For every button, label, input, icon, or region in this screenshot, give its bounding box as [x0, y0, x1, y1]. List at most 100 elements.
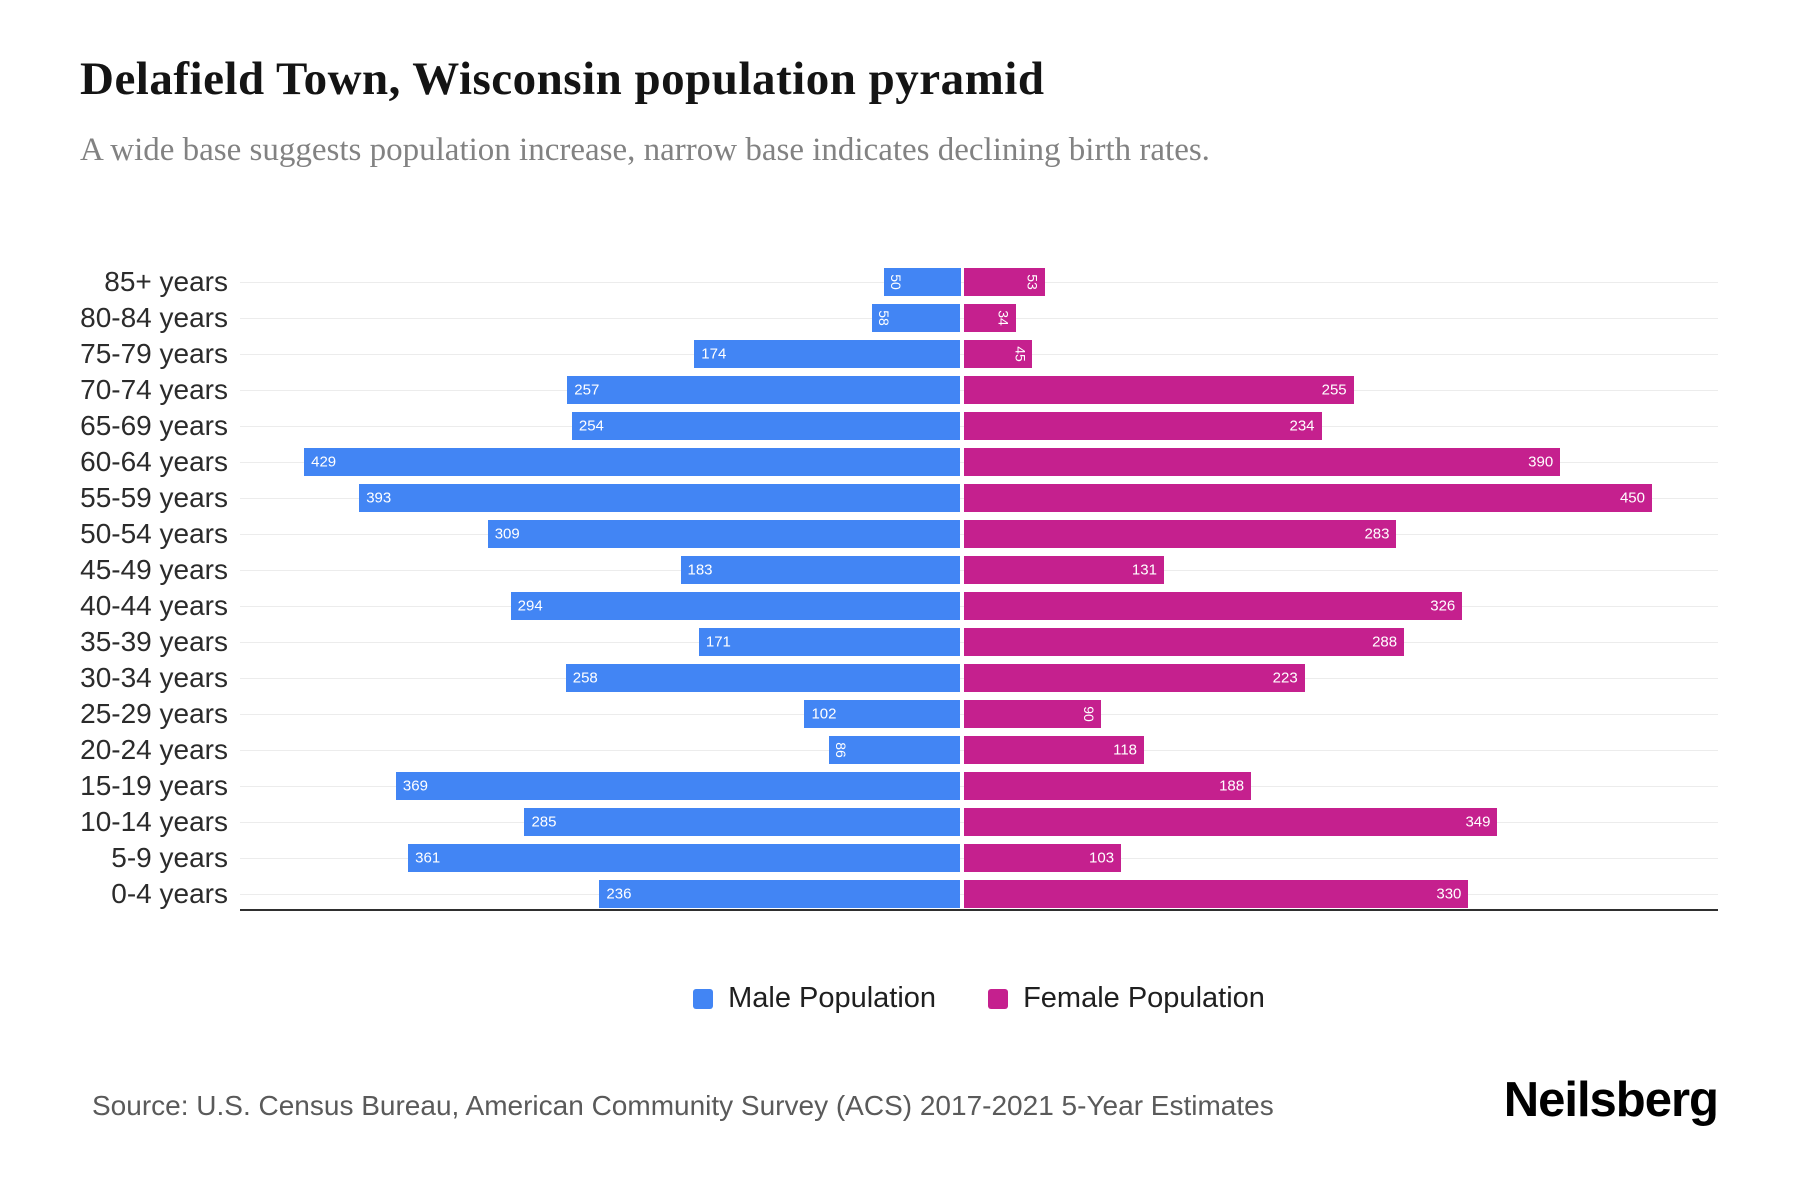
- male-bar[interactable]: 171: [698, 628, 961, 656]
- female-bar[interactable]: 34: [963, 304, 1016, 332]
- female-bar[interactable]: 450: [963, 484, 1652, 512]
- male-legend-label: Male Population: [728, 982, 937, 1014]
- female-bar[interactable]: 131: [963, 556, 1164, 584]
- y-axis-label: 65-69 years: [80, 410, 228, 441]
- male-bar-value: 86: [832, 742, 849, 758]
- page-title: Delafield Town, Wisconsin population pyr…: [80, 53, 1045, 105]
- y-axis-label: 85+ years: [104, 266, 228, 297]
- female-bar-value: 45: [1012, 346, 1029, 362]
- female-bar[interactable]: 234: [963, 412, 1322, 440]
- male-legend-swatch: [693, 988, 714, 1009]
- male-bar[interactable]: 183: [680, 556, 961, 584]
- male-bar-value: 429: [311, 453, 337, 471]
- male-bar[interactable]: 102: [804, 700, 961, 728]
- male-bar-value: 258: [572, 669, 598, 687]
- male-bar-value: 369: [402, 777, 428, 795]
- y-axis-label: 45-49 years: [80, 554, 228, 585]
- male-bar-value: 309: [494, 525, 520, 543]
- neilsberg-logo: Neilsberg: [1503, 1073, 1719, 1127]
- female-bar-value: 53: [1024, 274, 1041, 290]
- female-bar-value: 234: [1289, 417, 1315, 435]
- male-bar-value: 285: [531, 813, 557, 831]
- male-bar[interactable]: 258: [565, 664, 961, 692]
- male-bar[interactable]: 294: [510, 592, 961, 620]
- female-bar[interactable]: 255: [963, 376, 1354, 404]
- male-bar[interactable]: 174: [694, 340, 961, 368]
- male-bar[interactable]: 361: [408, 844, 961, 872]
- female-bar[interactable]: 118: [963, 736, 1145, 764]
- male-bar-value: 254: [578, 417, 604, 435]
- female-bar[interactable]: 223: [963, 664, 1305, 692]
- female-bar[interactable]: 188: [963, 772, 1252, 800]
- page-subtitle: A wide base suggests population increase…: [80, 132, 1210, 168]
- y-axis-label: 20-24 years: [80, 734, 228, 765]
- male-bar-value: 50: [888, 274, 904, 290]
- y-axis-label: 55-59 years: [80, 482, 228, 513]
- female-bar-value: 288: [1372, 633, 1398, 651]
- male-bar[interactable]: 393: [359, 484, 961, 512]
- y-axis-label: 60-64 years: [80, 446, 228, 477]
- male-bar[interactable]: 429: [304, 448, 961, 476]
- female-bar[interactable]: 390: [963, 448, 1561, 476]
- male-bar-value: 294: [517, 597, 543, 615]
- female-bar-value: 188: [1219, 777, 1245, 795]
- male-bar[interactable]: 50: [884, 268, 961, 296]
- female-legend-swatch: [988, 988, 1009, 1009]
- female-bar-value: 223: [1272, 669, 1298, 687]
- chart-legend: Male Population Female Population: [240, 982, 1718, 1015]
- male-bar[interactable]: 86: [828, 736, 961, 764]
- y-axis-label: 5-9 years: [111, 842, 228, 873]
- female-bar[interactable]: 330: [963, 880, 1469, 908]
- y-axis-label: 15-19 years: [80, 770, 228, 801]
- female-bar[interactable]: 103: [963, 844, 1122, 872]
- female-bar[interactable]: 288: [963, 628, 1405, 656]
- male-bar[interactable]: 369: [395, 772, 961, 800]
- male-bar[interactable]: 236: [599, 880, 961, 908]
- male-bar[interactable]: 58: [871, 304, 961, 332]
- male-bar-value: 171: [705, 633, 731, 651]
- y-axis-label: 30-34 years: [80, 662, 228, 693]
- female-bar-value: 34: [995, 310, 1012, 326]
- male-bar-value: 183: [687, 561, 713, 579]
- female-bar[interactable]: 349: [963, 808, 1498, 836]
- y-axis-label: 35-39 years: [80, 626, 228, 657]
- y-axis-label: 50-54 years: [80, 518, 228, 549]
- male-bar-value: 393: [366, 489, 392, 507]
- female-bar-value: 330: [1436, 885, 1462, 903]
- female-bar[interactable]: 90: [963, 700, 1102, 728]
- female-bar-value: 349: [1465, 813, 1491, 831]
- y-axis-label: 10-14 years: [80, 806, 228, 837]
- male-bar-value: 102: [811, 705, 837, 723]
- legend-item-female[interactable]: Female Population: [988, 982, 1265, 1015]
- x-axis-line: [240, 909, 1718, 911]
- source-attribution: Source: U.S. Census Bureau, American Com…: [92, 1090, 1274, 1121]
- male-bar[interactable]: 309: [487, 520, 961, 548]
- y-axis-label: 25-29 years: [80, 698, 228, 729]
- male-bar-value: 58: [875, 310, 892, 326]
- female-bar-value: 90: [1081, 706, 1098, 722]
- female-bar-value: 283: [1364, 525, 1390, 543]
- y-axis-label: 80-84 years: [80, 302, 228, 333]
- female-bar[interactable]: 45: [963, 340, 1033, 368]
- female-bar[interactable]: 53: [963, 268, 1045, 296]
- female-bar-value: 103: [1089, 849, 1115, 867]
- male-bar-value: 236: [606, 885, 632, 903]
- male-bar-value: 174: [701, 345, 727, 363]
- female-bar[interactable]: 283: [963, 520, 1397, 548]
- y-axis-label: 40-44 years: [80, 590, 228, 621]
- y-axis-label: 0-4 years: [111, 878, 228, 909]
- male-bar[interactable]: 254: [571, 412, 961, 440]
- female-legend-label: Female Population: [1023, 982, 1265, 1014]
- female-bar-value: 118: [1113, 741, 1138, 759]
- y-axis-label: 70-74 years: [80, 374, 228, 405]
- female-bar-value: 390: [1528, 453, 1554, 471]
- y-axis-label: 75-79 years: [80, 338, 228, 369]
- legend-item-male[interactable]: Male Population: [693, 982, 936, 1015]
- male-bar-value: 361: [415, 849, 441, 867]
- male-bar[interactable]: 285: [524, 808, 961, 836]
- female-bar-value: 326: [1430, 597, 1456, 615]
- male-bar[interactable]: 257: [567, 376, 961, 404]
- female-bar-value: 131: [1131, 561, 1157, 579]
- female-bar[interactable]: 326: [963, 592, 1463, 620]
